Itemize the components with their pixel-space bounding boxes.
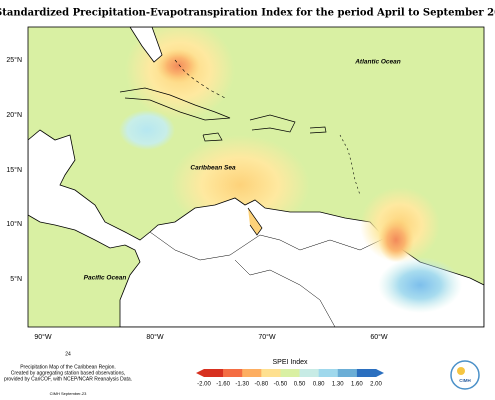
colorbar-segment — [280, 369, 300, 377]
logo — [450, 360, 480, 390]
colorbar-tick-label: -1.60 — [216, 382, 230, 388]
wet-area — [378, 257, 462, 313]
colorbar-segment — [337, 369, 358, 377]
colorbar-arrow — [196, 369, 204, 377]
colorbar-tick-label: 1.60 — [351, 382, 363, 388]
hispaniola — [249, 114, 296, 133]
credit: CIMH September-23 — [50, 391, 87, 396]
lon-label: 80°W — [146, 333, 164, 341]
colorbar-tick-label: -2.00 — [197, 382, 211, 388]
logo-text: CIMH — [459, 378, 471, 383]
note: Precipitation Map of the Caribbean Regio… — [20, 364, 116, 370]
colorbar-tick-label: -0.80 — [254, 382, 268, 388]
colorbar-tick-label: 1.30 — [332, 382, 344, 388]
lake — [247, 207, 263, 236]
place-label: Caribbean Sea — [190, 165, 236, 172]
colorbar: -2.00 -1.60 -1.30 -0.80 -0.50 0.50 0.80 1.30 1.6… — [196, 369, 384, 388]
note: Created by aggregating station based obs… — [11, 370, 126, 376]
lon-label: 90°W — [34, 333, 52, 341]
puerto-rico — [309, 126, 327, 134]
lat-label: 20°N — [6, 111, 22, 119]
place-label: Atlantic Ocean — [354, 59, 401, 66]
colorbar-tick-label: 0.80 — [313, 382, 325, 388]
colorbar-segment — [318, 369, 339, 377]
lon-label: 60°W — [370, 333, 388, 341]
page-number: 24 — [65, 351, 71, 357]
colorbar-arrow — [376, 369, 384, 377]
dry-core — [156, 49, 200, 83]
legend-title: SPEI Index — [272, 359, 308, 366]
colorbar-tick-label: -1.30 — [235, 382, 249, 388]
colorbar-tick-label: 2.00 — [370, 382, 382, 388]
title: Standardized Precipitation-Evapotranspir… — [0, 8, 495, 19]
lesser-antilles — [339, 134, 361, 196]
border — [234, 259, 336, 327]
note: provided by CariCOF, with NCEP/NCAR Rean… — [4, 376, 132, 382]
colorbar-segment — [223, 369, 243, 377]
colorbar-tick-label: -0.50 — [274, 382, 288, 388]
lat-label: 10°N — [6, 220, 22, 228]
colorbar-segment — [299, 369, 319, 377]
jamaica — [202, 132, 223, 142]
map — [28, 27, 484, 327]
wet-area — [119, 110, 175, 150]
map-frame — [27, 26, 485, 328]
border — [149, 231, 386, 261]
lat-label: 15°N — [6, 166, 22, 174]
colorbar-segment — [242, 369, 262, 377]
colorbar-tick-label: 0.50 — [294, 382, 306, 388]
cuba — [119, 87, 231, 121]
colorbar-segment — [204, 369, 224, 377]
place-label: Pacific Ocean — [84, 275, 127, 282]
dry-core — [378, 218, 414, 262]
logo-sun — [457, 367, 465, 375]
colorbar-segment — [261, 369, 281, 377]
lat-label: 5°N — [10, 275, 22, 283]
florida — [129, 27, 163, 63]
colorbar-segment — [356, 369, 377, 377]
lat-label: 25°N — [6, 56, 22, 64]
lon-label: 70°W — [258, 333, 276, 341]
